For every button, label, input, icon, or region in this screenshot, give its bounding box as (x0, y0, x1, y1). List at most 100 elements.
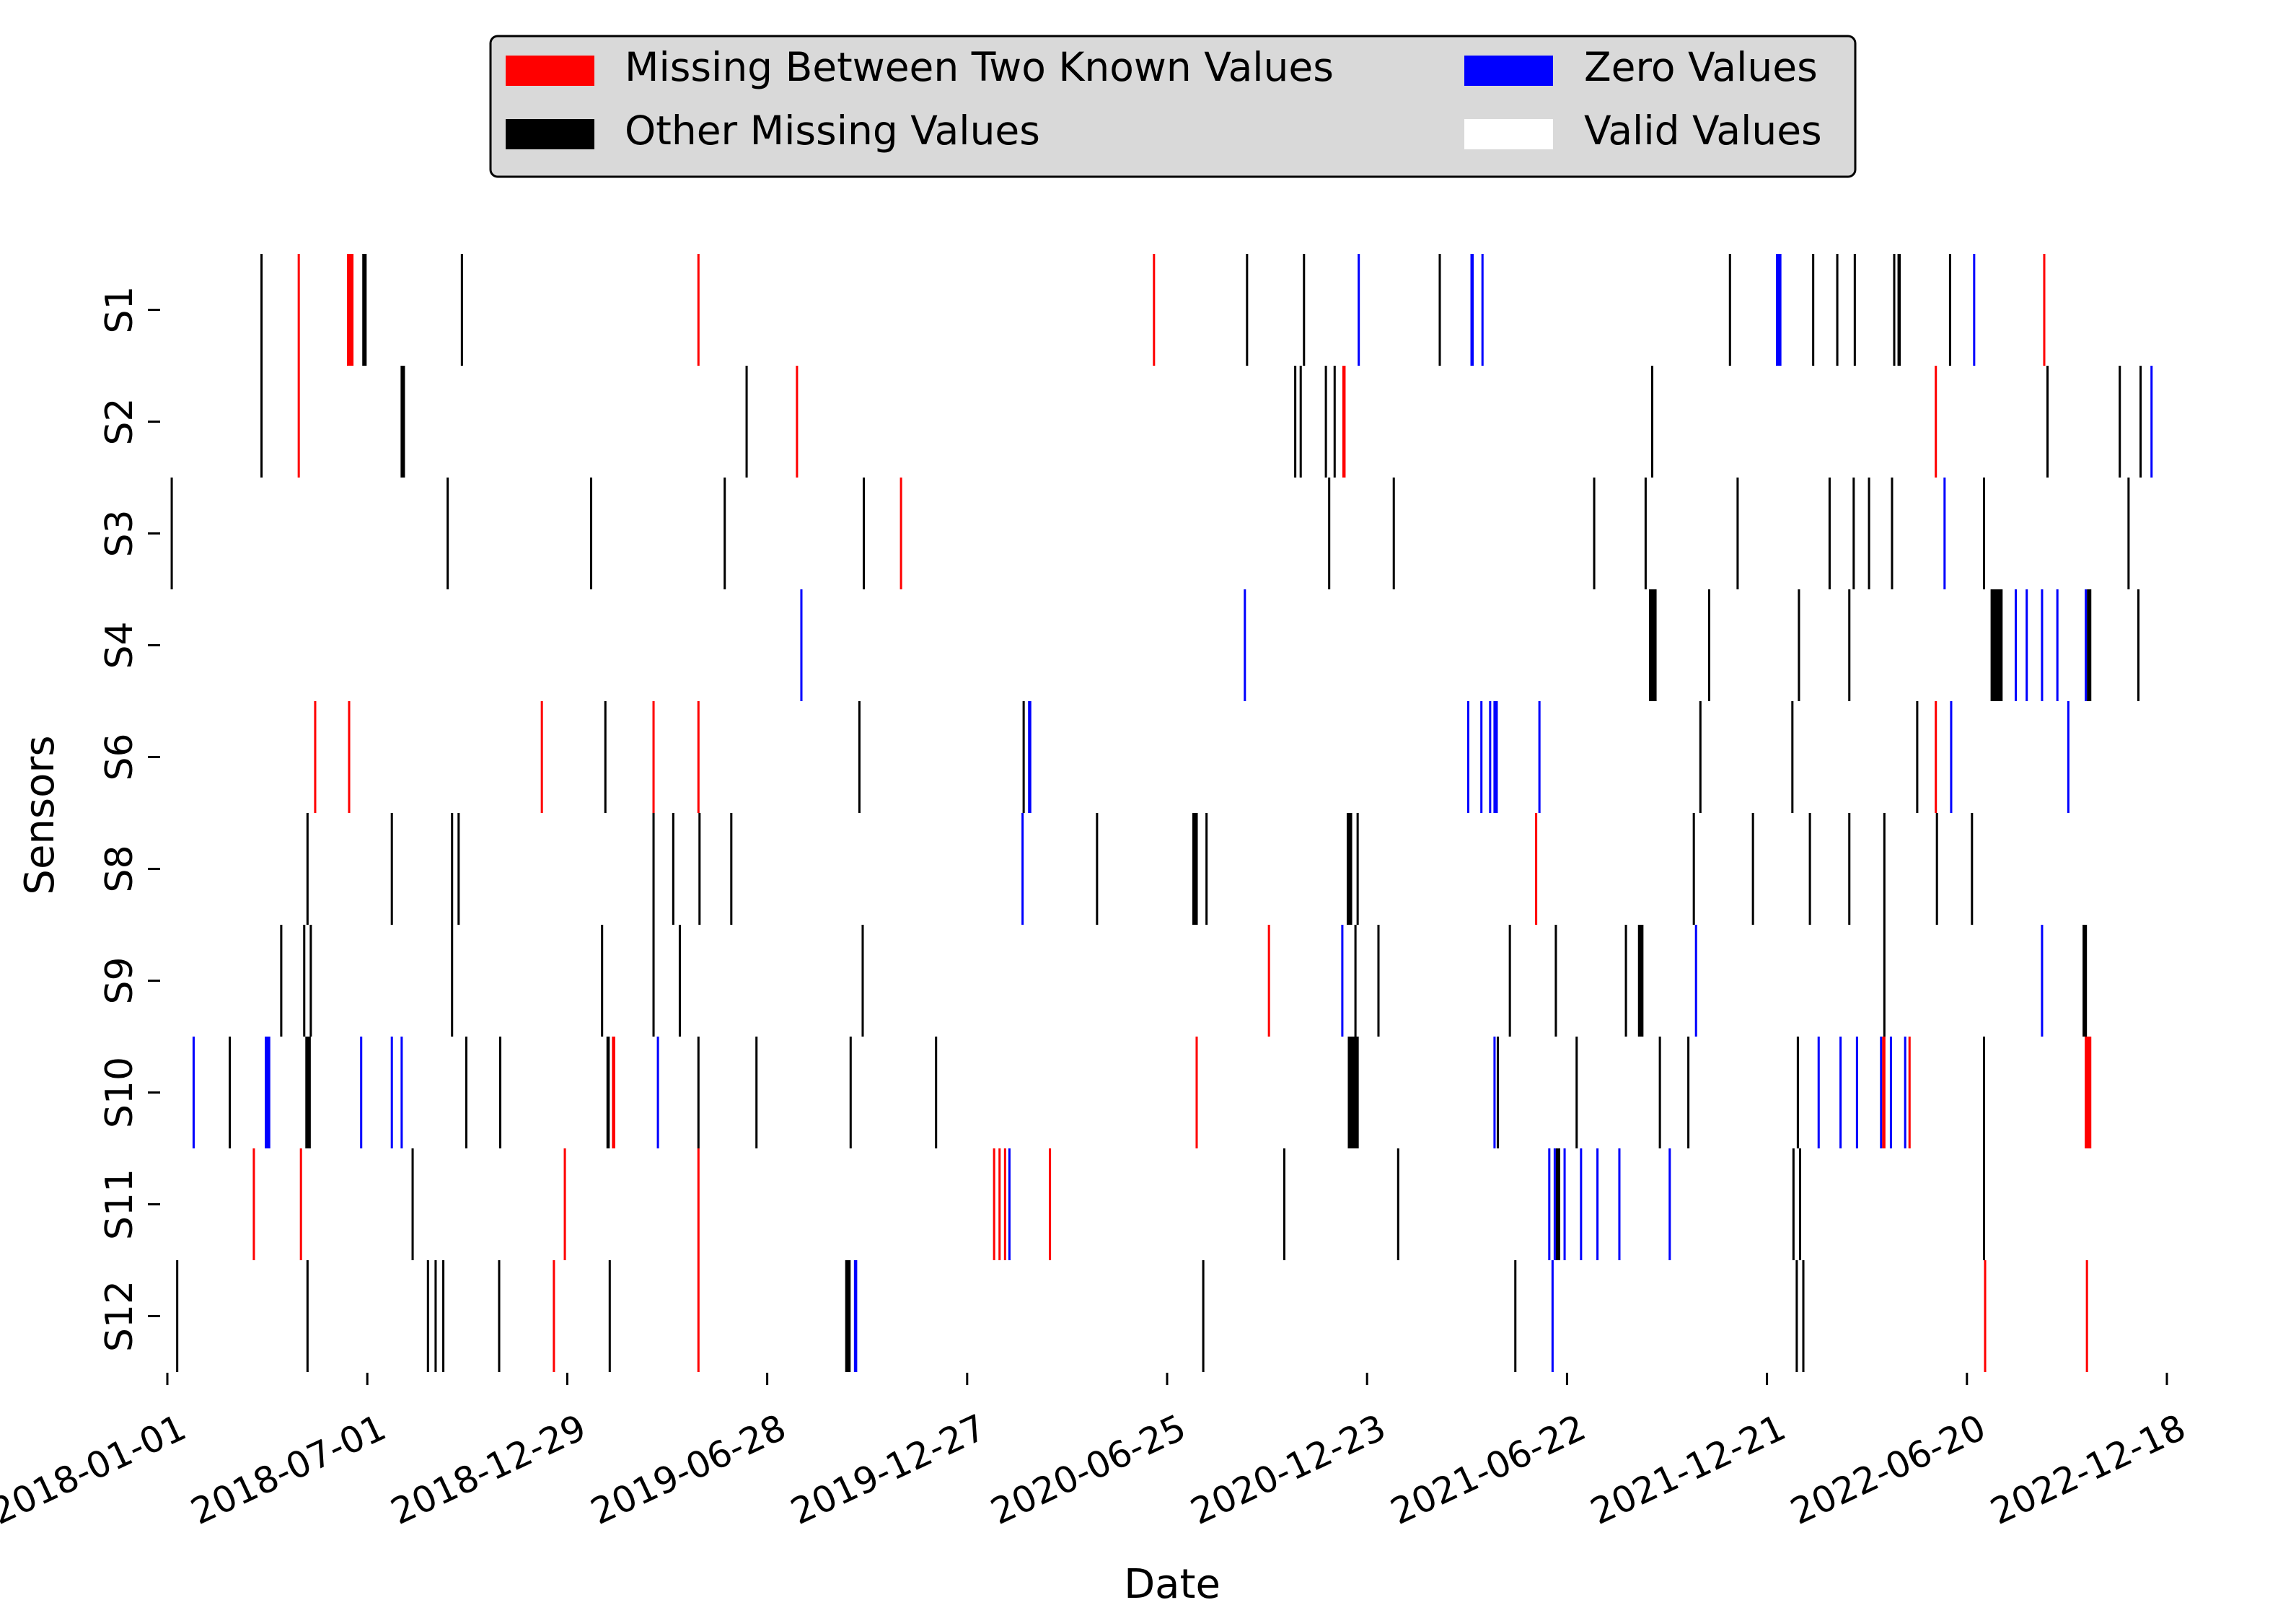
segment-black-S12 (1202, 1260, 1205, 1372)
segment-black-S3 (2127, 478, 2130, 589)
segment-blue-S1 (1481, 254, 1484, 366)
segment-black-S9 (1508, 925, 1511, 1037)
segment-blue-S8 (1021, 813, 1024, 925)
segment-blue-S11 (1008, 1148, 1011, 1260)
segment-black-S4 (1648, 589, 1657, 701)
segment-red-S10 (1908, 1037, 1911, 1148)
segment-red-S11 (299, 1148, 302, 1260)
segment-black-S11 (1798, 1148, 1801, 1260)
segment-black-S10 (1687, 1037, 1690, 1148)
segment-black-S12 (498, 1260, 501, 1372)
segment-blue-S4 (1244, 589, 1246, 701)
segment-black-S12 (306, 1260, 309, 1372)
segment-black-S8 (1205, 813, 1208, 925)
segment-red-S12 (697, 1260, 700, 1372)
segment-blue-S9 (1694, 925, 1697, 1037)
segment-black-S9 (1624, 925, 1627, 1037)
segment-black-S6 (604, 701, 607, 813)
segment-red-S1 (1153, 254, 1156, 366)
legend-swatch-red (506, 56, 594, 86)
segment-black-S11 (1792, 1148, 1795, 1260)
segment-red-S3 (900, 478, 902, 589)
segment-black-S1 (1897, 254, 1901, 366)
segment-black-S8 (1808, 813, 1811, 925)
segment-black-S3 (1328, 478, 1331, 589)
segment-red-S11 (1003, 1148, 1006, 1260)
segment-blue-S4 (2085, 589, 2088, 701)
segment-red-S10 (1195, 1037, 1198, 1148)
segment-black-S10 (1496, 1037, 1499, 1148)
segment-black-S8 (1935, 813, 1938, 925)
segment-black-S8 (652, 813, 655, 925)
segment-black-S1 (260, 254, 263, 366)
segment-black-S12 (1802, 1260, 1805, 1372)
segment-blue-S4 (800, 589, 803, 701)
segment-black-S9 (861, 925, 864, 1037)
segment-blue-S11 (1580, 1148, 1583, 1260)
legend-swatch-blue (1464, 56, 1553, 86)
segment-black-S2 (745, 366, 748, 478)
legend-label-blue: Zero Values (1584, 44, 1818, 90)
segment-black-S3 (1828, 478, 1831, 589)
segment-black-S8 (1096, 813, 1099, 925)
segment-black-S3 (1852, 478, 1855, 589)
segment-black-S3 (1891, 478, 1893, 589)
segment-black-S2 (1299, 366, 1302, 478)
y-tick-label: S4 (98, 621, 141, 669)
segment-blue-S10 (360, 1037, 363, 1148)
segment-red-S6 (697, 701, 700, 813)
legend-label-black: Other Missing Values (625, 107, 1040, 154)
segment-blue-S10 (400, 1037, 403, 1148)
segment-blue-S11 (1668, 1148, 1671, 1260)
segment-black-S1 (1948, 254, 1951, 366)
segment-black-S6 (1022, 701, 1025, 813)
segment-blue-S11 (1596, 1148, 1599, 1260)
segment-black-S9 (1377, 925, 1380, 1037)
segment-black-S8 (1883, 813, 1886, 925)
segment-black-S9 (601, 925, 604, 1037)
segment-black-S9 (652, 925, 655, 1037)
segment-black-S3 (723, 478, 726, 589)
segment-blue-S10 (1855, 1037, 1858, 1148)
y-tick-label: S3 (98, 509, 141, 557)
segment-black-S12 (1514, 1260, 1517, 1372)
segment-red-S2 (1342, 366, 1346, 478)
y-tick-label: S2 (98, 397, 141, 445)
segment-black-S11 (1283, 1148, 1285, 1260)
y-tick-label: S9 (98, 957, 141, 1004)
segment-black-S11 (1555, 1148, 1560, 1260)
segment-black-S9 (1637, 925, 1644, 1037)
segment-blue-S6 (1480, 701, 1483, 813)
segment-red-S11 (252, 1148, 255, 1260)
segment-red-S2 (1935, 366, 1937, 478)
segment-blue-S10 (1904, 1037, 1906, 1148)
segment-black-S6 (1699, 701, 1702, 813)
segment-red-S11 (998, 1148, 1001, 1260)
segment-black-S12 (845, 1260, 851, 1372)
segment-black-S6 (858, 701, 861, 813)
x-axis-label: Date (1124, 1561, 1220, 1608)
segment-black-S3 (1593, 478, 1596, 589)
segment-black-S8 (1751, 813, 1754, 925)
segment-black-S9 (280, 925, 283, 1037)
segment-black-S10 (697, 1037, 700, 1148)
segment-black-S12 (426, 1260, 429, 1372)
segment-black-S1 (1853, 254, 1856, 366)
segment-black-S4 (1798, 589, 1800, 701)
segment-blue-S11 (1563, 1148, 1566, 1260)
segment-black-S1 (1812, 254, 1815, 366)
segment-black-S10 (935, 1037, 938, 1148)
segment-black-S12 (1795, 1260, 1798, 1372)
segment-red-S6 (540, 701, 543, 813)
segment-black-S10 (229, 1037, 232, 1148)
segment-black-S10 (465, 1037, 467, 1148)
segment-blue-S6 (2067, 701, 2070, 813)
segment-blue-S10 (192, 1037, 195, 1148)
segment-black-S8 (698, 813, 701, 925)
segment-blue-S9 (2041, 925, 2044, 1037)
segment-black-S4 (2137, 589, 2140, 701)
segment-black-S10 (849, 1037, 852, 1148)
segment-blue-S11 (1618, 1148, 1621, 1260)
segment-black-S3 (1392, 478, 1395, 589)
